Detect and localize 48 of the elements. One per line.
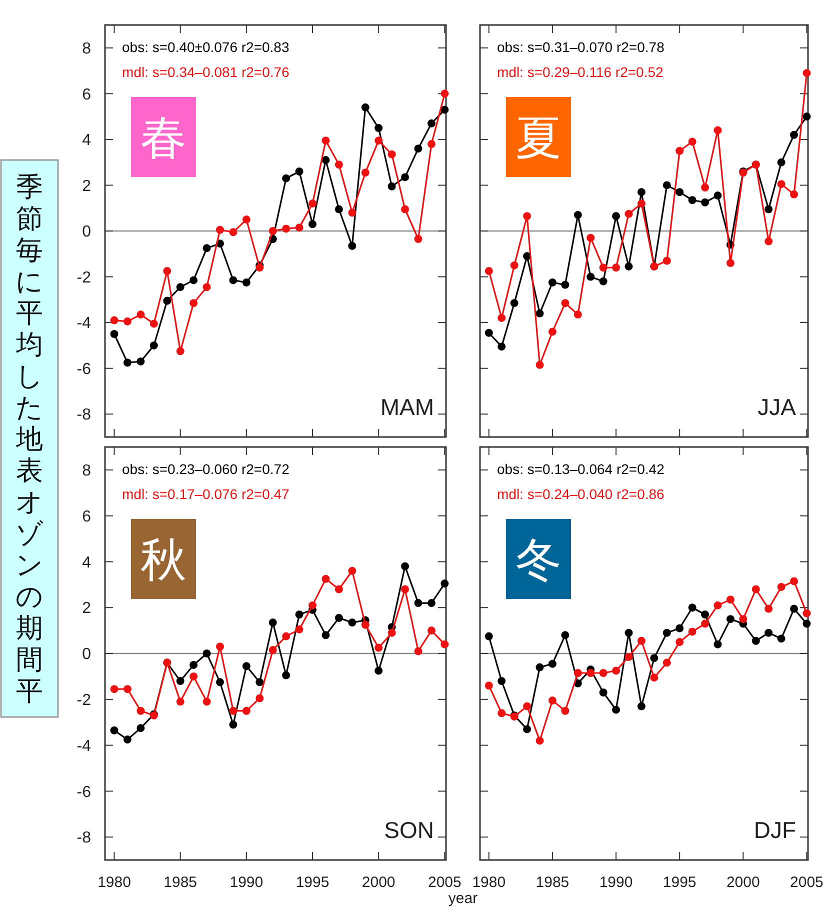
y-tick-label: 0 (82, 224, 92, 241)
x-tick-label: 1990 (599, 874, 633, 891)
annotation: obs: s=0.40±0.076 r2=0.83 (122, 39, 290, 55)
annotation: 夏 (516, 110, 562, 165)
y-tick-label: -6 (76, 784, 92, 801)
x-tick-label: 1995 (662, 874, 696, 891)
x-tick-label: 2005 (428, 874, 462, 891)
annotation: 冬 (516, 532, 562, 587)
y-tick-label: -6 (76, 360, 92, 378)
annotation: obs: s=0.23–0.060 r2=0.72 (122, 461, 290, 477)
y-tick-label: 4 (82, 132, 92, 150)
x-tick-label: 2000 (726, 874, 760, 891)
annotation: obs: s=0.31–0.070 r2=0.78 (497, 39, 665, 55)
y-tick-label: 6 (82, 86, 92, 104)
y-tick-label: 6 (82, 508, 92, 526)
x-tick-label: 1980 (472, 874, 506, 891)
annotation: mdl: s=0.17–0.076 r2=0.47 (122, 486, 290, 502)
x-tick-label: 1990 (230, 874, 264, 891)
x-tick-label: 1995 (296, 874, 330, 891)
x-tick-label: 1980 (98, 874, 131, 891)
y-tick-label: -2 (76, 692, 92, 709)
y-tick-label: -8 (76, 830, 92, 847)
y-tick-label: 2 (82, 178, 92, 195)
x-tick-label: 2005 (790, 874, 824, 891)
x-axis-title: year (448, 890, 478, 907)
annotation: obs: s=0.13–0.064 r2=0.42 (497, 461, 665, 477)
y-tick-label: -2 (76, 269, 92, 286)
annotation: JJA (758, 394, 797, 420)
annotation: mdl: s=0.34–0.081 r2=0.76 (122, 64, 290, 80)
annotation: 春 (140, 110, 186, 165)
y-tick-label: -4 (76, 315, 92, 332)
annotation: MAM (380, 394, 434, 420)
x-tick-label: 2000 (362, 874, 396, 891)
y-tick-label: -4 (76, 738, 92, 755)
annotation: DJF (754, 817, 796, 843)
text: 季節毎に平均した地表オゾンの期間平 (16, 172, 44, 707)
annotation: SON (384, 817, 434, 843)
y-tick-label: 2 (82, 600, 92, 618)
y-tick-label: 0 (82, 646, 92, 664)
annotation: mdl: s=0.24–0.040 r2=0.86 (497, 486, 665, 502)
y-tick-label: 8 (82, 40, 92, 58)
y-tick-label: 4 (82, 554, 92, 572)
annotation: 秋 (140, 532, 186, 587)
annotation: mdl: s=0.29–0.116 r2=0.52 (497, 64, 664, 80)
y-tick-label: -8 (76, 406, 92, 424)
y-tick-label: 8 (82, 462, 92, 480)
x-tick-label: 1985 (536, 874, 570, 891)
x-tick-label: 1985 (164, 874, 198, 891)
